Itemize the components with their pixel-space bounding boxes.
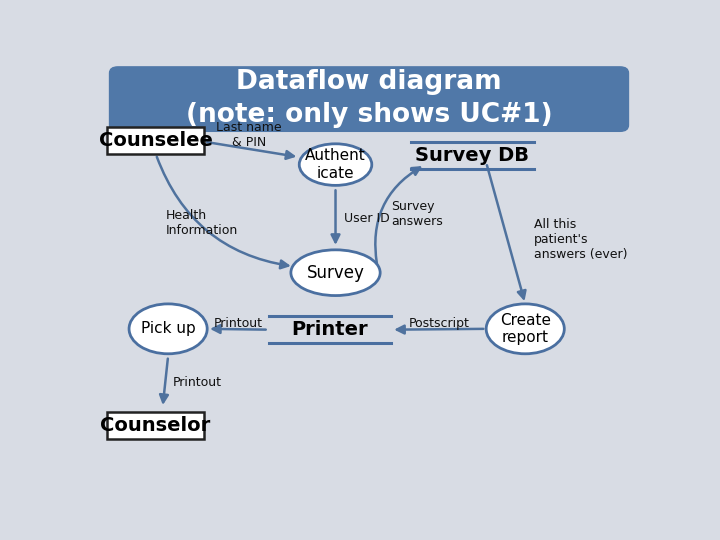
Text: All this
patient's
answers (ever): All this patient's answers (ever) [534, 218, 627, 261]
Text: Health
Information: Health Information [166, 209, 238, 237]
Text: Create
report: Create report [500, 313, 551, 345]
FancyBboxPatch shape [107, 412, 204, 439]
Text: Printout: Printout [213, 318, 262, 330]
Text: Postscript: Postscript [408, 318, 469, 330]
Text: Survey: Survey [307, 264, 364, 282]
Text: Survey
answers: Survey answers [392, 200, 443, 228]
FancyBboxPatch shape [107, 127, 204, 154]
FancyBboxPatch shape [109, 67, 629, 131]
Text: Last name
& PIN: Last name & PIN [216, 122, 282, 150]
Text: Printer: Printer [292, 320, 368, 339]
Ellipse shape [486, 304, 564, 354]
Text: User ID: User ID [344, 212, 390, 225]
Text: Counselor: Counselor [101, 416, 211, 435]
Text: Printout: Printout [173, 375, 222, 389]
Text: Authent
icate: Authent icate [305, 148, 366, 181]
Text: Survey DB: Survey DB [415, 146, 529, 165]
Text: Counselee: Counselee [99, 131, 212, 150]
Text: Dataflow diagram
(note: only shows UC#1): Dataflow diagram (note: only shows UC#1) [186, 70, 552, 129]
Ellipse shape [300, 144, 372, 185]
Ellipse shape [129, 304, 207, 354]
Text: Pick up: Pick up [140, 321, 196, 336]
Ellipse shape [291, 250, 380, 295]
